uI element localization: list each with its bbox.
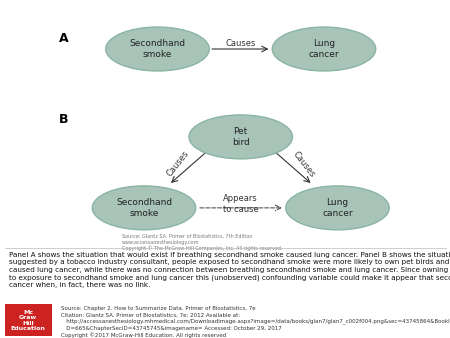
Text: Causes: Causes: [225, 40, 256, 48]
Text: Pet
bird: Pet bird: [232, 127, 250, 147]
Text: Source: Chapter 2. How to Summarize Data. Primer of Biostatistics, 7e
Citation: : Source: Chapter 2. How to Summarize Data…: [61, 306, 450, 338]
Ellipse shape: [92, 186, 196, 230]
Text: Mc
Graw
Hill
Education: Mc Graw Hill Education: [11, 310, 45, 331]
Text: Lung
cancer: Lung cancer: [322, 198, 353, 218]
Ellipse shape: [272, 27, 376, 71]
FancyBboxPatch shape: [4, 304, 52, 336]
Text: Secondhand
smoke: Secondhand smoke: [130, 39, 185, 59]
Text: B: B: [58, 114, 68, 126]
Ellipse shape: [189, 115, 292, 159]
Ellipse shape: [106, 27, 209, 71]
Text: Source: Glantz SA. Primer of Biostatistics, 7th Edition
www.accessanesthesiology: Source: Glantz SA. Primer of Biostatisti…: [122, 234, 282, 251]
Text: Causes: Causes: [165, 149, 191, 179]
Text: Causes: Causes: [291, 149, 317, 179]
Text: Lung
cancer: Lung cancer: [309, 39, 339, 59]
Text: Secondhand
smoke: Secondhand smoke: [116, 198, 172, 218]
Text: A: A: [58, 32, 68, 45]
Text: Appears
to cause: Appears to cause: [223, 194, 259, 214]
Text: Panel A shows the situation that would exist if breathing secondhand smoke cause: Panel A shows the situation that would e…: [9, 252, 450, 288]
Ellipse shape: [286, 186, 389, 230]
